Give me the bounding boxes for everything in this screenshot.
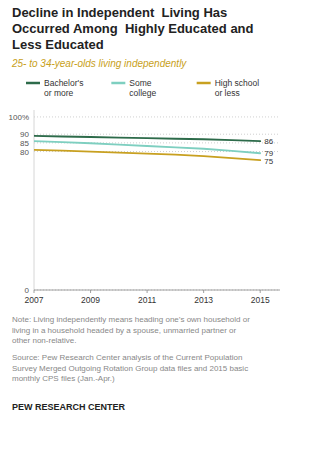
- note-line: Note: Living independently means heading…: [12, 315, 250, 324]
- legend-label-line: college: [129, 88, 156, 98]
- legend-label-line: or more: [44, 88, 74, 98]
- source-line: Survey Merged Outgoing Rotation Group da…: [12, 364, 248, 373]
- x-axis-line: [34, 290, 280, 291]
- legend-label-line: High school: [215, 78, 260, 88]
- series-line: [34, 136, 260, 141]
- source-line: Source: Pew Research Center analysis of …: [12, 353, 242, 362]
- subtitle-line: 25- to 34-year-olds living independently: [11, 58, 187, 69]
- x-tick: [203, 290, 204, 293]
- note: Note: Living independently means heading…: [12, 315, 250, 345]
- grid: [34, 117, 280, 290]
- x-tick: [90, 290, 91, 293]
- title-line: Decline in Independent Living Has: [12, 5, 227, 20]
- title: Decline in Independent Living HasOccurre…: [12, 5, 254, 52]
- y-axis-line: [34, 110, 35, 290]
- brand-line: PEW RESEARCH CENTER: [12, 402, 126, 412]
- x-tick-label: 2013: [194, 295, 213, 305]
- legend-label: High schoolor less: [215, 78, 260, 98]
- y-tick-label: 80: [20, 148, 29, 157]
- chart: Decline in Independent Living HasOccurre…: [0, 0, 310, 458]
- legend-label-line: or less: [215, 88, 240, 98]
- x-tick-label: 2015: [251, 295, 270, 305]
- note-line: other non-relative.: [12, 336, 76, 345]
- x-tick-label: 2007: [25, 295, 44, 305]
- legend-label: Somecollege: [129, 78, 156, 98]
- y-tick-label: 0: [25, 286, 30, 295]
- x-tick: [147, 290, 148, 293]
- x-tick: [34, 290, 35, 293]
- brand: PEW RESEARCH CENTER: [12, 402, 126, 412]
- legend-label-line: Some: [129, 78, 151, 88]
- y-tick-label: 90: [20, 130, 29, 139]
- end-label: 86: [264, 137, 273, 146]
- grid-line: [34, 116, 280, 117]
- note-line: living in a household headed by a spouse…: [12, 326, 236, 335]
- x-tick: [260, 290, 261, 293]
- title-line: Less Educated: [12, 37, 104, 52]
- y-tick-label: 85: [20, 139, 29, 148]
- legend-label: Bachelor'sor more: [44, 78, 83, 98]
- source: Source: Pew Research Center analysis of …: [12, 353, 248, 383]
- series-group: [34, 136, 260, 160]
- subtitle: 25- to 34-year-olds living independently: [11, 58, 187, 69]
- grid-line: [34, 290, 280, 291]
- end-label: 75: [264, 157, 273, 166]
- y-tick-label: 100%: [9, 113, 29, 122]
- grid-line: [34, 134, 280, 135]
- legend-swatch: [197, 82, 211, 85]
- legend: Bachelor'sor moreSomecollegeHigh schoolo…: [26, 78, 259, 98]
- background: [0, 0, 310, 458]
- legend-swatch: [111, 82, 125, 85]
- x-tick-label: 2011: [138, 295, 157, 305]
- title-line: Occurred Among Highly Educated and: [12, 21, 254, 36]
- legend-swatch: [26, 82, 40, 85]
- x-tick-label: 2009: [81, 295, 100, 305]
- legend-label-line: Bachelor's: [44, 78, 83, 88]
- source-line: monthly CPS files (Jan.-Apr.): [12, 374, 115, 383]
- series-line: [34, 150, 260, 160]
